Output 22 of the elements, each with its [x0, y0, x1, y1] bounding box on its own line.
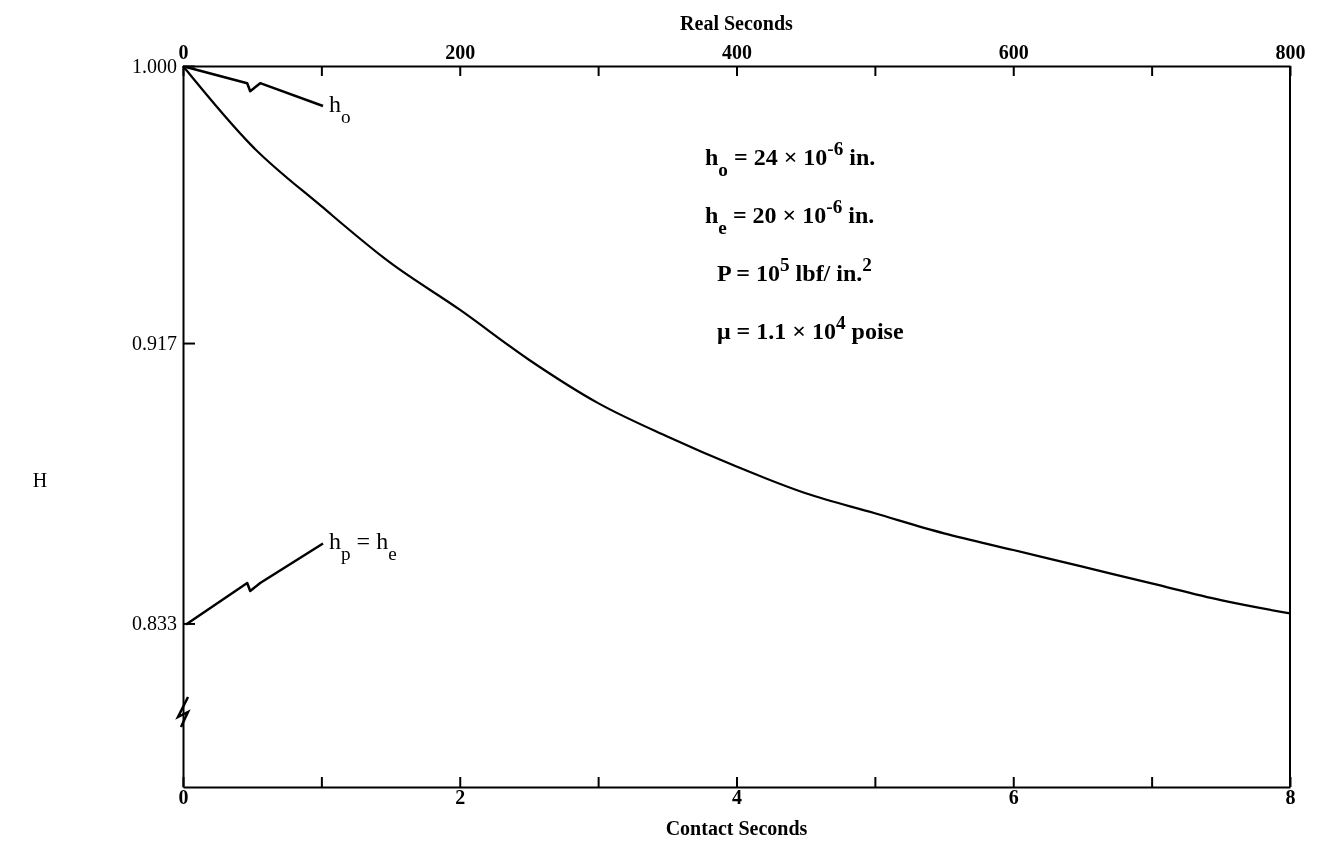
x2-axis-title: Real Seconds — [680, 12, 794, 34]
annotation: h$_{p}$ = h$_{e}$ — [329, 528, 397, 564]
x2-tick-label: 400 — [722, 41, 752, 63]
x2-tick-label: 200 — [445, 41, 476, 63]
annotation: P = 10$^{5}$ lbf/ in.$^{2}$ — [717, 253, 872, 286]
y-tick-label: 0.833 — [132, 612, 177, 635]
x-tick-label: 8 — [1285, 786, 1296, 809]
annotation: h$_{o}$ — [329, 91, 351, 127]
annotation: μ = 1.1 × 10$^{4}$ poise — [717, 311, 904, 344]
x2-tick-label: 800 — [1275, 41, 1306, 63]
annotation: h$_{o}$ = 24 × 10$^{-6}$ in. — [705, 137, 876, 180]
x-axis-title: Contact Seconds — [665, 817, 808, 839]
x2-tick-label: 0 — [178, 41, 189, 63]
y-axis-title: H — [32, 468, 48, 491]
x-tick-label: 2 — [455, 786, 466, 809]
x-tick-label: 6 — [1008, 786, 1019, 809]
y-tick-label: 0.917 — [132, 331, 177, 354]
x-tick-label: 4 — [732, 786, 742, 809]
x-tick-label: 0 — [178, 786, 189, 809]
y-tick-label: 1.000 — [132, 54, 177, 77]
x2-tick-label: 600 — [998, 41, 1029, 63]
annotation: h$_{e}$ = 20 × 10$^{-6}$ in. — [705, 195, 875, 238]
